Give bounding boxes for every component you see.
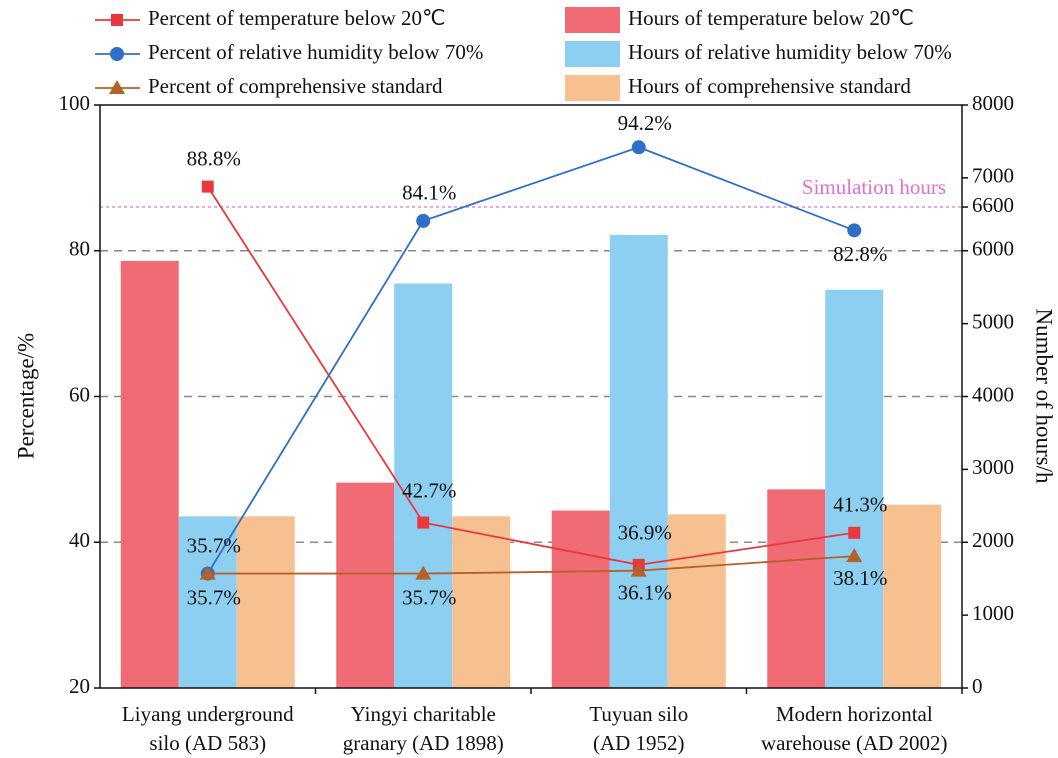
line-marker (110, 47, 124, 61)
data-label: 36.9% (618, 521, 672, 545)
y2-tick-label: 6600 (972, 193, 1014, 217)
x-tick-label: granary (AD 1898) (343, 731, 504, 755)
bar (452, 516, 511, 688)
y2-tick-label: 3000 (972, 455, 1014, 479)
line-marker (199, 565, 216, 580)
line-marker (416, 213, 431, 228)
bar (825, 289, 884, 688)
legend-label: Percent of comprehensive standard (148, 74, 443, 98)
y2-tick-label: 5000 (972, 309, 1014, 333)
legend-label: Percent of temperature below 20℃ (148, 6, 446, 30)
x-tick-label: Liyang underground (122, 702, 294, 726)
reference-label: Simulation hours (802, 175, 946, 199)
data-label: 35.7% (187, 585, 241, 609)
data-label: 94.2% (618, 111, 672, 135)
data-label: 38.1% (833, 566, 887, 590)
y2-tick-label: 0 (972, 674, 983, 698)
bar (883, 504, 942, 688)
bar (667, 514, 726, 688)
legend-swatch (565, 75, 620, 101)
y2-tick-label: 4000 (972, 382, 1014, 406)
legend-label: Hours of comprehensive standard (628, 74, 911, 98)
line-marker (415, 565, 432, 580)
line-marker (846, 548, 863, 563)
data-label: 36.1% (618, 580, 672, 604)
line (206, 186, 855, 566)
data-label: 88.8% (187, 146, 241, 170)
y-tick-label: 60 (69, 382, 90, 406)
line (207, 555, 855, 575)
y2-tick-label: 8000 (972, 91, 1014, 115)
data-label: 35.7% (187, 533, 241, 557)
bar (336, 482, 395, 688)
x-tick-label: silo (AD 583) (149, 731, 266, 755)
line (206, 146, 855, 575)
y-tick-label: 100 (59, 91, 91, 115)
legend-swatch (565, 41, 620, 67)
x-tick-label: Yingyi charitable (351, 702, 496, 726)
y2-axis-label: Number of hours/h (1032, 308, 1057, 484)
y-tick-label: 20 (69, 674, 90, 698)
bar (767, 489, 826, 688)
bar (551, 510, 610, 688)
legend-label: Hours of temperature below 20℃ (628, 6, 914, 30)
line-marker (847, 223, 862, 238)
y2-tick-label: 7000 (972, 164, 1014, 188)
line-marker (111, 14, 123, 26)
line-marker (631, 140, 646, 155)
y2-tick-label: 1000 (972, 601, 1014, 625)
line-marker (201, 180, 214, 193)
y2-tick-label: 6000 (972, 237, 1014, 261)
x-tick-label: (AD 1952) (593, 731, 685, 755)
bar (178, 516, 237, 688)
y-tick-label: 80 (69, 237, 90, 261)
data-label: 84.1% (402, 181, 456, 205)
legend-label: Percent of relative humidity below 70% (148, 40, 483, 64)
x-tick-label: Modern horizontal (776, 702, 933, 726)
line-marker (109, 80, 125, 94)
y2-tick-label: 2000 (972, 528, 1014, 552)
line-marker (417, 516, 430, 529)
line-marker (848, 526, 861, 539)
bar (236, 516, 295, 688)
line-marker (630, 562, 647, 577)
bar (609, 234, 668, 688)
data-label: 82.8% (833, 242, 887, 266)
data-label: 41.3% (833, 493, 887, 517)
bar (120, 260, 179, 688)
x-tick-label: Tuyuan silo (589, 702, 688, 726)
y-axis-label: Percentage/% (13, 333, 38, 459)
legend-label: Hours of relative humidity below 70% (628, 40, 952, 64)
legend-swatch (565, 7, 620, 33)
x-tick-label: warehouse (AD 2002) (761, 731, 948, 755)
data-label: 35.7% (402, 585, 456, 609)
bar (394, 283, 453, 688)
data-label: 42.7% (402, 478, 456, 502)
y-tick-label: 40 (69, 528, 90, 552)
